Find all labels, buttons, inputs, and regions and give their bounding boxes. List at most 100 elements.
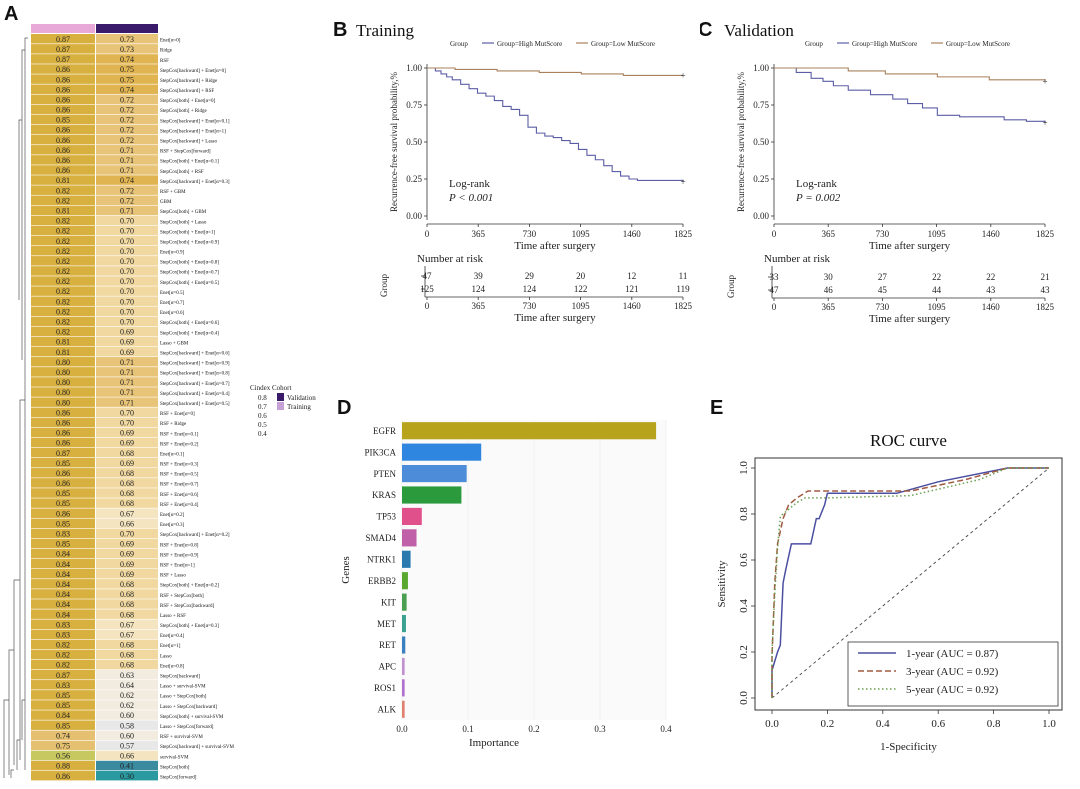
cell-value-validation: 0.86 bbox=[56, 85, 70, 94]
cell-value-training: 0.68 bbox=[120, 469, 134, 478]
y-axis-label: Recurrence-free survival probability,% bbox=[736, 71, 746, 212]
cell-value-training: 0.70 bbox=[120, 227, 134, 236]
risk-count: 44 bbox=[932, 285, 942, 295]
bar bbox=[402, 486, 462, 504]
x-tick-label: 0.2 bbox=[821, 718, 835, 730]
cell-value-validation: 0.86 bbox=[56, 418, 70, 427]
cell-value-validation: 0.85 bbox=[56, 540, 70, 549]
y-tick-label: 0.50 bbox=[753, 137, 769, 147]
cell-value-training: 0.70 bbox=[120, 237, 134, 246]
y-tick-label: 0.50 bbox=[406, 137, 422, 147]
bar bbox=[402, 679, 405, 697]
cell-validation bbox=[31, 296, 95, 306]
logrank-label: Log-rank bbox=[449, 178, 490, 190]
y-tick-label: 1.0 bbox=[738, 461, 750, 475]
row-label: Lasso + survival-SVM bbox=[160, 685, 206, 690]
cell-validation bbox=[31, 528, 95, 539]
cell-training bbox=[96, 155, 158, 165]
cell-validation bbox=[31, 740, 95, 751]
x-tick-label: 1095 bbox=[928, 229, 947, 239]
cell-validation bbox=[31, 84, 95, 94]
cell-value-training: 0.70 bbox=[120, 287, 134, 296]
cell-validation bbox=[31, 175, 95, 185]
censor-mark: + bbox=[1042, 76, 1047, 86]
panel-label-d: D bbox=[337, 397, 351, 419]
y-tick-label: 0.25 bbox=[753, 174, 769, 184]
row-label: Lasso + RSF bbox=[160, 614, 186, 619]
cell-validation bbox=[31, 407, 95, 417]
cell-value-training: 0.70 bbox=[120, 257, 134, 266]
bar bbox=[402, 572, 408, 590]
cell-validation bbox=[31, 629, 95, 640]
km-curve bbox=[774, 67, 1046, 82]
row-label: RSF + Enet[α=0.6] bbox=[160, 493, 199, 498]
cell-validation bbox=[31, 538, 95, 549]
cell-validation bbox=[31, 599, 95, 609]
cell-training bbox=[96, 740, 158, 751]
cell-training bbox=[96, 589, 158, 599]
row-label: StepCox[backward] + Enet[α=0.3] bbox=[160, 180, 230, 185]
cell-value-validation: 0.85 bbox=[56, 489, 70, 498]
cell-value-validation: 0.86 bbox=[56, 469, 70, 478]
cell-training bbox=[96, 518, 158, 529]
cell-value-validation: 0.84 bbox=[56, 570, 70, 579]
risk-count: 12 bbox=[627, 271, 636, 281]
gene-label: KIT bbox=[381, 597, 396, 607]
cell-validation bbox=[31, 690, 95, 700]
cell-value-validation: 0.81 bbox=[56, 206, 70, 215]
row-label: StepCox[backward] + Ridge bbox=[160, 79, 218, 84]
bar bbox=[402, 657, 405, 675]
risk-table-title: Number at risk bbox=[417, 253, 483, 265]
bar bbox=[402, 636, 406, 654]
cell-value-training: 0.68 bbox=[120, 449, 134, 458]
cell-training bbox=[96, 548, 158, 559]
legend-tick-3: 0.5 bbox=[258, 421, 267, 429]
cell-training bbox=[96, 498, 158, 508]
risk-y-axis-label: Group bbox=[379, 274, 389, 297]
cell-training bbox=[96, 54, 158, 64]
risk-table-title: Number at risk bbox=[764, 253, 830, 265]
cell-value-validation: 0.82 bbox=[56, 287, 70, 296]
cell-training bbox=[96, 710, 158, 720]
cell-value-training: 0.68 bbox=[120, 499, 134, 508]
cell-value-validation: 0.84 bbox=[56, 590, 70, 599]
cell-value-validation: 0.82 bbox=[56, 318, 70, 327]
cell-value-validation: 0.82 bbox=[56, 227, 70, 236]
cell-training bbox=[96, 316, 158, 327]
cell-validation bbox=[31, 589, 95, 599]
cell-training bbox=[96, 326, 158, 337]
cell-value-validation: 0.86 bbox=[56, 95, 70, 104]
cell-value-training: 0.68 bbox=[120, 641, 134, 650]
cell-value-training: 0.72 bbox=[120, 106, 134, 115]
x-tick-label: 1460 bbox=[982, 229, 1001, 239]
cell-value-training: 0.72 bbox=[120, 116, 134, 125]
cell-training bbox=[96, 629, 158, 640]
cell-training bbox=[96, 569, 158, 579]
row-label: StepCox[both] + RSF bbox=[160, 170, 204, 175]
cell-value-validation: 0.82 bbox=[56, 196, 70, 205]
row-label: StepCox[both] + Enet[α=0.6] bbox=[160, 321, 219, 326]
risk-y-axis-label: Group bbox=[726, 275, 736, 298]
cell-value-validation: 0.85 bbox=[56, 116, 70, 125]
legend-entry: Group=High MutScore bbox=[852, 40, 917, 48]
cell-training bbox=[96, 770, 158, 781]
cell-validation bbox=[31, 377, 95, 387]
risk-x-tick-label: 730 bbox=[876, 302, 890, 312]
cell-value-validation: 0.86 bbox=[56, 146, 70, 155]
row-label: RSF + Enet[α=0.5] bbox=[160, 473, 199, 478]
cell-value-validation: 0.80 bbox=[56, 358, 70, 367]
row-label: StepCox[both] + Enet[α=0.8] bbox=[160, 261, 219, 266]
x-tick-label: 0.2 bbox=[528, 724, 539, 734]
cell-value-training: 0.70 bbox=[120, 297, 134, 306]
cell-training bbox=[96, 457, 158, 468]
cell-value-training: 0.71 bbox=[120, 358, 134, 367]
x-tick-label: 1460 bbox=[623, 229, 642, 239]
cell-value-training: 0.67 bbox=[120, 630, 134, 639]
bar bbox=[402, 529, 417, 547]
legend-item-validation: Validation bbox=[287, 394, 316, 402]
cell-value-validation: 0.75 bbox=[56, 741, 70, 750]
cell-validation bbox=[31, 720, 95, 730]
cell-value-validation: 0.87 bbox=[56, 449, 70, 458]
cell-training bbox=[96, 94, 158, 105]
cell-training bbox=[96, 397, 158, 407]
